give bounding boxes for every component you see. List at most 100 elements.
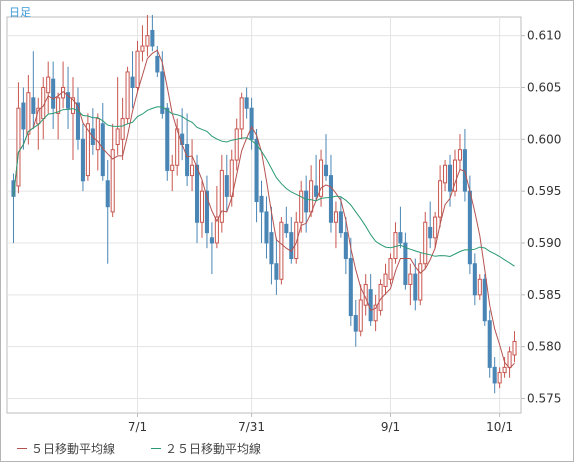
candle-down [428, 226, 433, 239]
candle-down [249, 107, 254, 140]
candle-down [160, 71, 165, 114]
candle-down [21, 102, 26, 130]
candle-up [135, 50, 140, 88]
moving-average-lines [13, 49, 515, 370]
candle-up [393, 232, 398, 260]
candle-down [130, 76, 135, 88]
legend-ma25-label: ２５日移動平均線 [165, 441, 262, 456]
candle-up [56, 97, 61, 114]
candle-up [438, 180, 443, 218]
candle-up [452, 159, 458, 192]
candle-up [423, 221, 428, 265]
candle-up [16, 107, 21, 187]
candle-down [353, 315, 358, 332]
candle-down [338, 211, 343, 234]
candle-down [447, 164, 453, 192]
candle-up [383, 273, 388, 288]
candle-down [155, 55, 160, 73]
candle-down [403, 242, 408, 285]
ma5-line-swatch [17, 447, 27, 449]
candle-up [373, 304, 378, 322]
candle-down [304, 190, 309, 213]
candle-down [284, 223, 289, 234]
legend-ma5: ５日移動平均線 [17, 438, 115, 458]
candle-up [140, 45, 145, 52]
candle-down [323, 164, 329, 177]
candle-down [472, 263, 477, 296]
candle-down [274, 263, 279, 280]
candle-up [70, 97, 76, 114]
candle-up [110, 149, 115, 213]
candle-down [314, 185, 319, 197]
candle-down [264, 211, 269, 244]
candle-up [358, 299, 363, 332]
candle-up [418, 263, 423, 301]
legend-ma5-label: ５日移動平均線 [31, 441, 116, 456]
timeframe-label: 日足 [9, 6, 31, 19]
candle-down [398, 232, 403, 244]
candle-up [145, 35, 150, 47]
candle-down [194, 164, 200, 223]
candle-up [125, 71, 130, 120]
candle-up [319, 159, 324, 197]
candle-down [348, 258, 353, 317]
candle-up [239, 97, 244, 130]
candle-up [457, 149, 462, 161]
candle-down [204, 190, 209, 234]
candle-up [388, 258, 393, 280]
candle-down [75, 102, 81, 140]
y-tick-label: 0.585 [527, 288, 561, 302]
candle-up [299, 190, 304, 223]
candle-down [244, 97, 249, 109]
candle-up [190, 164, 195, 177]
candle-down [487, 320, 492, 368]
legend-ma25: ２５日移動平均線 [151, 438, 261, 458]
candle-up [477, 278, 482, 296]
candle-down [51, 78, 56, 109]
candle-down [269, 232, 274, 265]
x-axis: 7/1 7/31 9/1 10/1 [128, 413, 513, 434]
x-tick-label: 7/1 [128, 420, 147, 434]
candle-up [170, 164, 175, 171]
y-tick-label: 0.595 [527, 184, 561, 198]
x-tick-label: 9/1 [381, 420, 400, 434]
candle-up [214, 216, 219, 244]
candle-down [492, 366, 497, 384]
candle-down [224, 175, 229, 197]
candle-up [219, 169, 224, 223]
y-tick-label: 0.605 [527, 80, 561, 94]
candle-down [413, 273, 418, 301]
candle-down [368, 289, 373, 322]
candle-up [85, 123, 90, 177]
candle-down [165, 107, 170, 171]
candle-down [343, 232, 348, 260]
ma25-line-swatch [151, 447, 161, 449]
candle-up [497, 372, 502, 384]
candle-up [512, 340, 517, 356]
candle-up [279, 221, 284, 280]
y-tick-label: 0.590 [527, 236, 561, 250]
candle-down [209, 237, 214, 244]
x-tick-label: 10/1 [486, 420, 513, 434]
candle-down [328, 175, 334, 223]
candle-down [254, 138, 259, 203]
candle-down [11, 180, 16, 197]
candle-down [482, 278, 487, 322]
candle-down [150, 29, 155, 47]
candle-up [26, 92, 31, 135]
candle-down [31, 97, 36, 114]
candle-down [66, 92, 71, 109]
candle-down [185, 144, 190, 177]
candle-up [333, 211, 338, 223]
ma5-line [13, 49, 515, 370]
candles [11, 14, 517, 394]
y-tick-label: 0.600 [527, 132, 561, 146]
x-tick-label: 7/31 [238, 420, 265, 434]
candle-up [309, 180, 314, 213]
candle-down [80, 138, 85, 182]
y-axis: 0.575 0.580 0.585 0.590 0.595 0.600 0.605 0.610 [521, 29, 561, 405]
candle-up [115, 128, 120, 146]
candle-down [467, 190, 472, 265]
candle-up [120, 118, 125, 140]
